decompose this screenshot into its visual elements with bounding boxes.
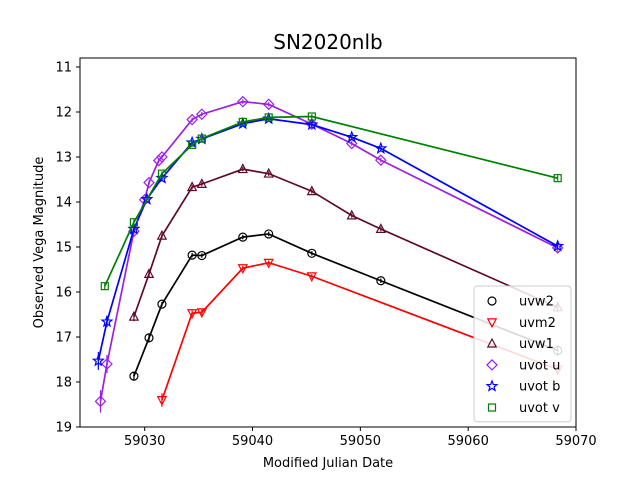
data-point (374, 141, 388, 155)
data-point (374, 154, 387, 166)
x-tick-label: 59060 (447, 434, 488, 449)
legend-item: uvw1 (486, 337, 554, 352)
series-uvm2 (156, 258, 563, 407)
x-tick-label: 59050 (340, 434, 381, 449)
y-axis: 11 12 13 14 15 16 17 18 19 (55, 61, 80, 436)
data-point (306, 185, 318, 196)
data-point (306, 272, 318, 283)
legend-label: uvot v (519, 401, 560, 416)
legend-item: uvm2 (486, 316, 556, 331)
data-point (553, 174, 562, 183)
legend-label: uvw2 (519, 295, 554, 310)
data-point (156, 151, 168, 163)
legend-label: uvot u (519, 358, 560, 373)
data-point (127, 222, 141, 235)
chart-title: SN2020nlb (273, 30, 382, 54)
data-point (305, 117, 319, 131)
data-point (307, 112, 316, 121)
data-point (152, 154, 165, 167)
x-tick-label: 59070 (555, 434, 596, 449)
data-point (197, 134, 206, 143)
series-layer (91, 95, 565, 413)
data-point (94, 395, 107, 408)
legend-item: uvot u (486, 358, 560, 373)
data-point (238, 232, 248, 242)
y-tick-label: 16 (55, 286, 72, 301)
data-point (157, 299, 167, 309)
legend-label: uvot b (519, 380, 560, 395)
data-point (376, 276, 386, 286)
legend-label: uvw1 (519, 337, 554, 352)
y-tick-label: 12 (55, 106, 72, 121)
data-point (91, 353, 105, 367)
data-point (144, 333, 154, 343)
y-tick-label: 17 (55, 331, 72, 346)
data-point (129, 218, 139, 227)
data-point (100, 314, 114, 328)
data-point (186, 181, 198, 192)
y-tick-label: 15 (55, 241, 72, 256)
data-point (237, 163, 249, 174)
data-point (129, 371, 139, 381)
data-point (375, 223, 387, 233)
plot-frame (79, 57, 577, 428)
data-point (262, 98, 275, 111)
data-point (346, 209, 357, 220)
data-point (156, 229, 168, 240)
data-point (196, 308, 208, 319)
data-point (195, 108, 208, 121)
legend-marker (486, 318, 498, 329)
x-axis: 59030 59040 59050 59060 59070 (124, 427, 597, 449)
data-point (236, 95, 249, 108)
legend-marker (485, 379, 499, 392)
series-line (133, 233, 558, 377)
data-point (264, 229, 274, 239)
legend-marker (486, 359, 498, 371)
data-point (186, 113, 198, 126)
legend-marker (487, 296, 497, 306)
data-point (307, 248, 317, 258)
legend-marker (486, 337, 498, 348)
data-point (156, 396, 168, 406)
legend-item: uvot b (485, 379, 560, 395)
data-point (143, 176, 155, 189)
legend-item: uvw2 (487, 295, 554, 310)
legend-marker (487, 403, 497, 412)
data-point (100, 282, 109, 291)
data-point (238, 117, 247, 127)
legend-item: uvot v (487, 401, 560, 416)
data-point (264, 113, 273, 122)
y-tick-label: 18 (55, 376, 72, 391)
data-point (128, 310, 140, 321)
data-point (186, 309, 198, 320)
y-axis-label: Observed Vega Magnitude (32, 157, 47, 329)
data-point (157, 169, 167, 178)
legend: uvw2 uvm2 uvw1 uvot u uvot b uvot v (473, 285, 572, 423)
data-point (143, 268, 155, 278)
data-point (187, 250, 197, 260)
x-tick-label: 59030 (124, 434, 165, 449)
data-point (196, 178, 208, 188)
data-point (263, 258, 274, 269)
series-uvw1 (128, 163, 563, 322)
data-point (188, 140, 197, 149)
y-tick-label: 13 (55, 151, 72, 166)
y-tick-label: 11 (55, 61, 72, 76)
y-tick-label: 19 (55, 421, 72, 436)
x-axis-label: Modified Julian Date (263, 456, 393, 471)
data-point (345, 130, 359, 143)
data-point (551, 239, 565, 252)
legend-box (473, 285, 572, 423)
y-tick-label: 14 (55, 196, 72, 211)
data-point (237, 264, 249, 275)
x-tick-label: 59040 (232, 434, 273, 449)
legend-label: uvm2 (519, 316, 556, 331)
data-point (197, 250, 207, 261)
data-point (263, 167, 274, 178)
series-uvot-v (100, 112, 562, 291)
data-point (101, 358, 113, 370)
